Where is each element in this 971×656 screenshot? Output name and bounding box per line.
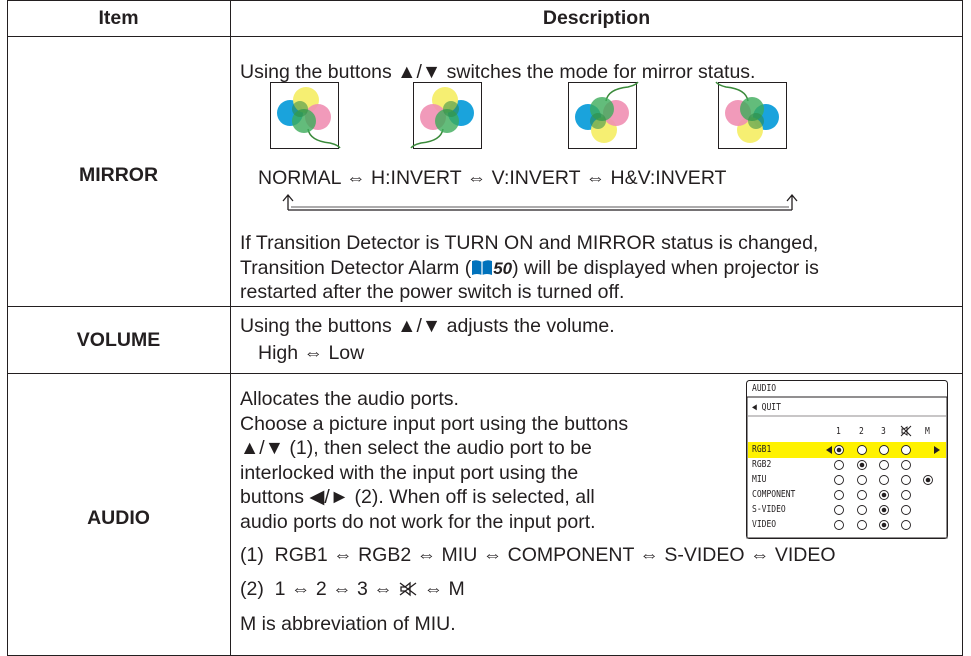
text: interlocked with the input port using th… — [240, 461, 579, 484]
mirror-illustrations — [270, 81, 787, 149]
border — [230, 0, 231, 656]
radio — [879, 445, 889, 455]
text: (2) 1 ⇔ 2 ⇔ 3 ⇔ — [240, 578, 393, 600]
stem — [410, 128, 444, 149]
border — [7, 373, 963, 374]
stem — [307, 128, 341, 149]
radio — [901, 505, 911, 515]
text: audio ports do not work for the input po… — [240, 511, 596, 533]
mirror-picture — [410, 87, 474, 149]
border — [7, 0, 963, 1]
header-cell: Item — [98, 7, 139, 29]
cycle-arrow — [282, 193, 798, 211]
radio — [857, 445, 867, 455]
menu-column: 1 — [836, 426, 841, 437]
blob — [748, 113, 764, 129]
text: buttons ◀/► (2). When off is selected, a… — [240, 486, 595, 509]
menu-quit: ◀ QUIT — [752, 402, 781, 413]
text: NORMAL ⇔ H:INVERT ⇔ V:INVERT ⇔ H&V:INVER… — [258, 167, 727, 189]
blob — [292, 101, 308, 117]
stem — [715, 81, 749, 102]
text: High ⇔ Low — [258, 342, 365, 364]
radio — [901, 460, 911, 470]
stem — [605, 81, 639, 102]
text: (1) RGB1 ⇔ RGB2 ⇔ MIU ⇔ COMPONENT ⇔ S-VI… — [240, 544, 836, 566]
text: (2) 1 ⇔ 2 ⇔ 3 ⇔ ⇔ M — [240, 577, 465, 601]
header-cell: Description — [542, 7, 651, 29]
menu-row-label: RGB2 — [752, 459, 772, 470]
border — [7, 306, 963, 307]
item-cell: MIRROR — [78, 164, 159, 186]
text: Transition Detector Alarm ( 50) will be d… — [240, 256, 819, 281]
menu-row-label: VIDEO — [752, 519, 777, 530]
radio — [879, 475, 889, 485]
text: Transition Detector Alarm ( — [240, 257, 472, 279]
audio-menu — [746, 380, 948, 539]
text: If Transition Detector is TURN ON and MI… — [240, 232, 819, 254]
radio — [901, 445, 911, 455]
book-icon — [472, 260, 493, 275]
text: ▲/▼ (1), then select the audio port to b… — [240, 437, 592, 460]
menu-column: 2 — [859, 426, 864, 437]
mute-icon — [399, 581, 417, 597]
item-cell: VOLUME — [76, 329, 161, 351]
radio — [834, 505, 844, 515]
border — [7, 36, 963, 37]
text: Using the buttons ▲/▼ switches the mode … — [240, 61, 756, 83]
text: restarted after the power switch is turn… — [240, 281, 625, 303]
menu-title: AUDIO — [752, 383, 777, 394]
arrow — [826, 446, 832, 454]
radio-dot — [881, 522, 887, 528]
radio — [834, 475, 844, 485]
mute-shape — [900, 425, 912, 437]
radio — [834, 490, 844, 500]
text: Allocates the audio ports. — [240, 388, 459, 410]
radio-dot — [881, 507, 887, 513]
mirror-picture — [575, 81, 639, 143]
text: M is abbreviation of MIU. — [240, 613, 456, 635]
border — [962, 0, 963, 656]
menu-row-label: S-VIDEO — [752, 504, 786, 515]
radio — [834, 460, 844, 470]
blob — [443, 101, 459, 117]
radio — [857, 475, 867, 485]
radio — [901, 475, 911, 485]
radio — [901, 490, 911, 500]
page-ref: 50 — [493, 259, 513, 278]
radio — [857, 490, 867, 500]
arrow — [934, 446, 940, 454]
mute-icon — [900, 425, 912, 437]
radio-dot — [836, 447, 842, 453]
radio — [834, 520, 844, 530]
radio — [879, 460, 889, 470]
mirror-picture — [277, 87, 341, 149]
text: ⇔ M — [423, 578, 465, 600]
menu-column: 3 — [881, 426, 886, 437]
radio-dot — [881, 492, 887, 498]
menu-row-label: COMPONENT — [752, 489, 796, 500]
menu-row-label: MIU — [752, 474, 767, 485]
radio — [857, 505, 867, 515]
mirror-picture — [715, 81, 779, 143]
radio — [901, 520, 911, 530]
radio-dot — [859, 462, 865, 468]
menu-row-label: RGB1 — [752, 444, 772, 455]
text: ) will be displayed when projector is — [512, 257, 819, 279]
text: Using the buttons ▲/▼ adjusts the volume… — [240, 315, 615, 337]
border — [7, 0, 8, 656]
item-cell: AUDIO — [87, 507, 150, 529]
radio — [857, 520, 867, 530]
text: Choose a picture input port using the bu… — [240, 412, 629, 435]
blob — [590, 113, 606, 129]
menu-column: M — [925, 426, 930, 437]
radio-dot — [925, 477, 931, 483]
